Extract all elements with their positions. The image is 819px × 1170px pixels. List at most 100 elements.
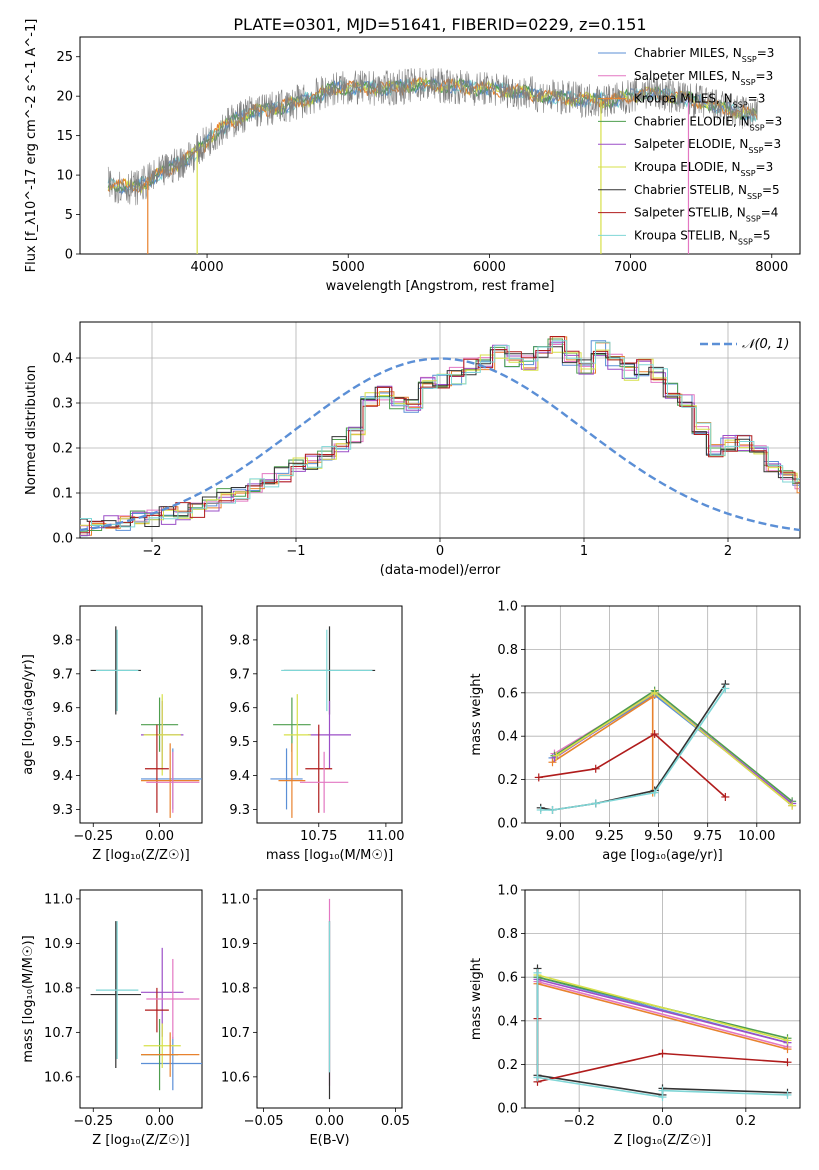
y-tick-label: 25: [56, 50, 73, 65]
y-tick-label: 11.0: [221, 892, 250, 907]
x-tick-label: 0.00: [315, 1114, 344, 1129]
y-tick-label: 10.7: [221, 1026, 250, 1041]
x-tick-label: 7000: [614, 260, 647, 275]
y-axis-label: Normed distribution: [24, 365, 39, 495]
legend-label: Salpeter ELODIE, NSSP=3: [634, 137, 781, 155]
x-tick-label: 9.75: [693, 829, 722, 844]
legend-label: 𝒩(0, 1): [742, 337, 789, 352]
axes-frame: [79, 889, 203, 1109]
weight_vs_age-axes: 9.00 9.25 9.50 9.75 10.00 0.0 0.2 0.4 0.6 0.8 1.0 a…: [469, 600, 801, 863]
y-tick-label: 0.2: [52, 442, 73, 457]
x-tick-label: 0.2: [735, 1114, 756, 1129]
y-tick-label: 5: [65, 208, 73, 223]
residual-histogram: [80, 340, 800, 528]
y-tick-label: 10.6: [44, 1070, 73, 1085]
weight-lines: [533, 964, 792, 1102]
legend-label: Chabrier STELIB, NSSP=5: [634, 183, 780, 201]
x-axis-label: age [log₁₀(age/yr)]: [602, 848, 723, 863]
x-tick-label: 0: [436, 544, 444, 559]
figure-title: PLATE=0301, MJD=51641, FIBERID=0229, z=0…: [233, 15, 646, 34]
y-axis-label: Flux [f_λ10^-17 erg cm^-2 s^-1 A^-1]: [24, 19, 39, 273]
spectrum-axes: 4000 5000 6000 7000 8000 0 5 10 15 20 25 wavelength…: [24, 19, 801, 294]
y-axis-label: age [log₁₀(age/yr)]: [21, 654, 36, 775]
y-tick-label: 0.4: [52, 352, 73, 367]
x-axis-label: Z [log₁₀(Z/Z☉)]: [614, 1133, 711, 1148]
weight-series: [537, 978, 788, 1044]
y-tick-label: 0.3: [52, 397, 73, 412]
y-tick-label: 0.4: [497, 1014, 518, 1029]
weight_vs_z-axes: −0.2 0.0 0.2 0.0 0.2 0.4 0.6 0.8 1.0 Z [log₁₀(Z/Z…: [469, 884, 801, 1148]
x-tick-label: 0.05: [381, 1114, 410, 1129]
y-tick-label: 20: [56, 90, 73, 105]
legend-label: Kroupa ELODIE, NSSP=3: [634, 160, 773, 178]
x-axis-label: (data-model)/error: [380, 563, 501, 578]
x-axis-label: Z [log₁₀(Z/Z☉)]: [92, 848, 189, 863]
y-tick-label: 10.8: [221, 981, 250, 996]
spectrum-lines: [107, 67, 758, 254]
x-tick-label: 6000: [473, 260, 506, 275]
age_vs_mass-axes: 10.75 11.00 9.3 9.4 9.5 9.6 9.7 9.8 mass [log₁₀(…: [229, 605, 404, 863]
weight-series: [537, 980, 788, 1048]
legend-label: Salpeter STELIB, NSSP=4: [634, 206, 778, 224]
residual-histogram: [80, 340, 800, 537]
y-tick-label: 0.0: [52, 532, 73, 547]
y-tick-label: 0.0: [497, 1102, 518, 1117]
y-tick-label: 10.9: [44, 937, 73, 952]
x-tick-label: 5000: [332, 260, 365, 275]
residual-histogram: [80, 346, 800, 527]
errorbars: [90, 921, 202, 1091]
spectrum-legend: Chabrier MILES, NSSP=3 Salpeter MILES, NS…: [598, 46, 782, 246]
axes-frame: [524, 889, 801, 1109]
legend-label: Chabrier ELODIE, NSSP=3: [634, 114, 782, 131]
y-tick-label: 9.5: [52, 735, 73, 750]
age_vs_z-axes: −0.25 0.00 9.3 9.4 9.5 9.6 9.7 9.8 Z [log₁₀(Z/Z☉…: [21, 605, 203, 863]
y-axis-label: mass weight: [469, 673, 484, 755]
x-tick-label: 4000: [191, 260, 224, 275]
y-tick-label: 0.8: [497, 643, 518, 658]
y-tick-label: 1.0: [497, 600, 518, 615]
legend-label: Kroupa MILES, NSSP=3: [634, 92, 765, 110]
x-tick-label: −0.05: [244, 1114, 284, 1129]
x-tick-label: 0.00: [145, 829, 174, 844]
x-tick-label: −0.2: [563, 1114, 595, 1129]
errorbars: [90, 626, 202, 818]
mass_vs_ebv-axes: −0.05 0.00 0.05 10.6 10.7 10.8 10.9 11.0 E(B-V): [221, 889, 410, 1148]
y-tick-label: 9.7: [229, 667, 250, 682]
axes-frame: [524, 605, 801, 824]
x-tick-label: −0.25: [73, 829, 113, 844]
x-axis-label: mass [log₁₀(M/M☉)]: [266, 848, 393, 863]
axes-frame: [79, 321, 801, 539]
y-tick-label: 9.7: [52, 667, 73, 682]
y-tick-label: 11.0: [44, 892, 73, 907]
x-tick-label: 0.00: [145, 1114, 174, 1129]
y-axis-label: mass weight: [469, 958, 484, 1040]
x-axis-label: wavelength [Angstrom, rest frame]: [326, 279, 555, 294]
weight-series: [538, 733, 726, 798]
x-tick-label: 8000: [755, 260, 788, 275]
x-tick-label: −1: [286, 544, 305, 559]
y-tick-label: 9.4: [52, 769, 73, 784]
x-tick-label: 1: [580, 544, 588, 559]
y-tick-label: 0.6: [497, 686, 518, 701]
residual-histogram: [80, 336, 800, 534]
x-tick-label: −0.25: [73, 1114, 113, 1129]
y-axis-label: mass [log₁₀(M/M☉)]: [21, 935, 36, 1062]
x-tick-label: 10.75: [300, 829, 337, 844]
y-tick-label: 10.7: [44, 1026, 73, 1041]
y-tick-label: 0.0: [497, 817, 518, 832]
axes-frame: [256, 605, 403, 824]
x-tick-label: 11.00: [367, 829, 404, 844]
x-tick-label: 9.00: [546, 829, 575, 844]
y-tick-label: 9.6: [52, 701, 73, 716]
gaussian-curve: [80, 357, 800, 532]
axes-frame: [256, 889, 403, 1109]
x-tick-label: 9.25: [595, 829, 624, 844]
errorbars: [270, 626, 376, 818]
y-tick-label: 0: [65, 248, 73, 263]
axes-frame: [79, 36, 801, 255]
y-tick-label: 10.8: [44, 981, 73, 996]
weight-series: [537, 982, 788, 1050]
y-tick-label: 9.4: [229, 769, 250, 784]
mass_vs_z-axes: −0.25 0.00 10.6 10.7 10.8 10.9 11.0 Z [log₁₀(Z/…: [21, 889, 203, 1148]
